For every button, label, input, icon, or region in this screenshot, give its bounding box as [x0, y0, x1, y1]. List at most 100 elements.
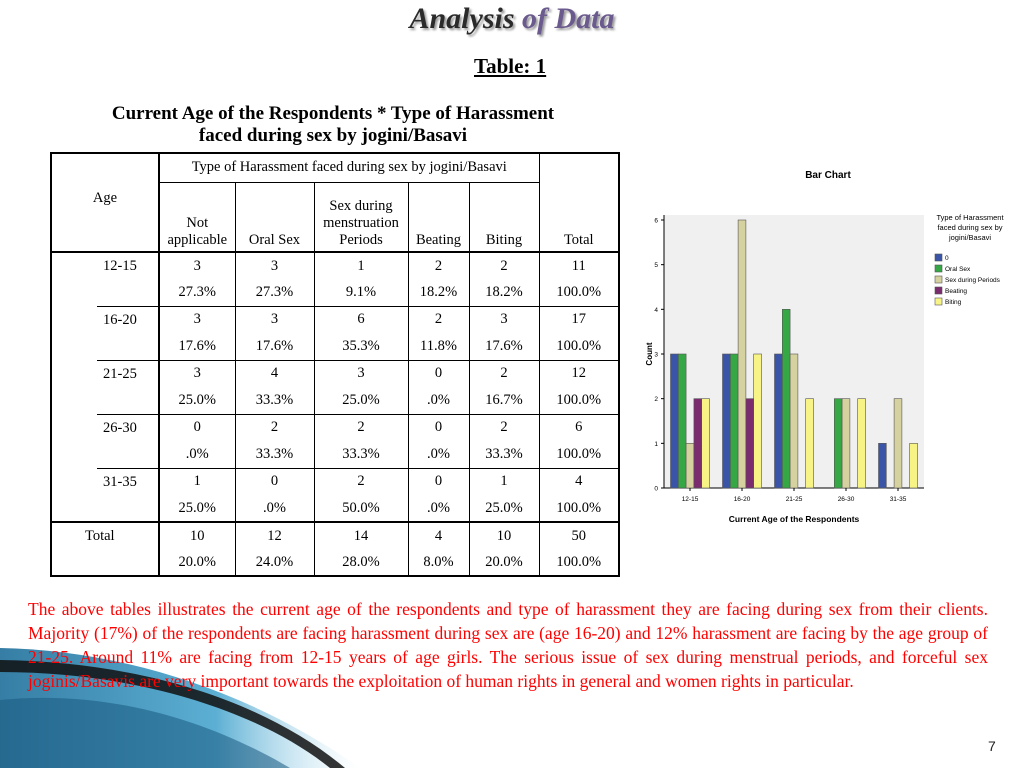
count-cell-total: 6	[575, 419, 583, 436]
col-header-not-applicable: Not applicable	[159, 182, 236, 253]
percent-cell-beating: .0%	[408, 441, 470, 469]
percent-cell-not-applicable: 20.0%	[159, 549, 236, 576]
bar	[737, 219, 747, 489]
bar	[701, 398, 710, 489]
legend-swatch	[934, 264, 943, 273]
slide-title: Analysis of Data	[0, 2, 1024, 36]
count-cell-total: 50	[539, 521, 619, 549]
count-cell-beating: 0	[408, 414, 470, 441]
count-cell-beating: 0	[408, 468, 470, 495]
col-header-total: Total	[539, 153, 619, 253]
table-row-total-percent: 20.0% 24.0% 28.0% 8.0% 20.0% 100.0%	[51, 549, 619, 576]
percent-cell-not-applicable: .0%	[159, 441, 236, 469]
percent-cell-sex-during-periods: 28.0%	[314, 549, 409, 576]
col-header-biting: Biting	[469, 182, 540, 253]
percent-cell-biting: 25.0%	[469, 495, 540, 523]
table-row-total-count: Total 10 12 14 4 10 50	[51, 521, 619, 576]
percent-cell-sex-during-periods: 25.0%	[314, 387, 409, 415]
percent-cell-biting: 20.0%	[469, 549, 540, 576]
count-cell-oral-sex: 0	[235, 468, 315, 495]
percent-cell-total: 100.0%	[556, 553, 602, 570]
bar	[685, 443, 695, 489]
percent-cell-not-applicable: 25.0%	[159, 387, 236, 415]
table-row-count: 26-30 0 2 2 0 2 6	[51, 414, 619, 469]
percent-cell-beating: 18.2%	[408, 279, 470, 307]
crosstab-table: Age Type of Harassment faced during sex …	[50, 152, 620, 577]
count-cell-not-applicable: 3	[159, 360, 236, 387]
age-header: Age	[51, 153, 160, 253]
x-tick-label: 21-25	[786, 496, 803, 503]
bar	[789, 353, 799, 489]
table-caption-line1: Current Age of the Respondents * Type of…	[111, 103, 555, 124]
slide-number: 7	[988, 738, 996, 754]
legend-title-line: Type of Harassment	[936, 213, 1004, 222]
percent-cell-not-applicable: 17.6%	[159, 333, 236, 361]
x-tick-label: 26-30	[838, 496, 855, 503]
bar	[745, 398, 755, 489]
y-tick-label: 4	[654, 307, 658, 314]
count-cell-total: 17	[571, 311, 587, 328]
count-cell-not-applicable: 3	[159, 252, 236, 279]
count-cell-sex-during-periods: 14	[314, 521, 409, 549]
table-row-percent: 25.0% 33.3% 25.0% .0% 16.7% 100.0%	[51, 387, 619, 415]
percent-cell-total: 100.0%	[539, 333, 619, 361]
count-cell-sex-during-periods: 3	[314, 360, 409, 387]
age-group-label: 21-25	[97, 360, 160, 415]
row-indent	[51, 414, 97, 468]
bar	[857, 398, 866, 489]
count-cell-not-applicable: 1	[159, 468, 236, 495]
harassment-type-header: Type of Harassment faced during sex by j…	[159, 153, 540, 183]
age-group-label: 26-30	[97, 414, 160, 469]
chart-title: Bar Chart	[805, 170, 851, 181]
table-row-percent: 17.6% 17.6% 35.3% 11.8% 17.6% 100.0%	[51, 333, 619, 361]
percent-cell-beating: 8.0%	[408, 549, 470, 576]
y-tick-label: 5	[654, 262, 658, 269]
percent-cell-sex-during-periods: 35.3%	[314, 333, 409, 361]
percent-cell-oral-sex: 24.0%	[235, 549, 315, 576]
percent-cell-biting: 33.3%	[469, 441, 540, 469]
x-tick-label: 31-35	[890, 496, 907, 503]
bar	[677, 353, 687, 489]
percent-cell-sex-during-periods: 33.3%	[314, 441, 409, 469]
count-cell-total: 12	[571, 365, 587, 382]
table-caption-line2: faced during sex by jogini/Basavi	[198, 125, 468, 146]
percent-cell-total: 100.0%	[539, 387, 619, 415]
legend-swatch	[934, 275, 943, 284]
bar	[722, 353, 731, 489]
count-cell-oral-sex: 3	[235, 306, 315, 333]
percent-cell-beating: .0%	[408, 387, 470, 415]
count-cell-biting: 10	[469, 521, 540, 549]
age-group-label: 16-20	[97, 306, 160, 361]
title-word-of-data: of Data	[522, 2, 615, 35]
total-label: Total	[51, 521, 160, 576]
percent-cell-biting: 17.6%	[469, 333, 540, 361]
bar	[893, 398, 903, 489]
y-tick-label: 0	[654, 486, 658, 493]
percent-cell-beating: 11.8%	[408, 333, 470, 361]
count-cell-beating: 0	[408, 360, 470, 387]
col-header-sex-during-periods: Sex during menstruation Periods	[314, 182, 409, 253]
y-tick-label: 2	[654, 396, 658, 403]
legend-swatch	[934, 253, 943, 262]
percent-cell-biting: 16.7%	[469, 387, 540, 415]
percent-cell-oral-sex: 33.3%	[235, 387, 315, 415]
percent-cell-sex-during-periods: 50.0%	[314, 495, 409, 523]
percent-cell-not-applicable: 25.0%	[159, 495, 236, 523]
bar	[693, 398, 703, 489]
bar-chart: Bar Chart 0 1 2 3 4 5 6 Count 12-15 16-20 21-25 26-3…	[645, 170, 1004, 524]
count-cell-biting: 2	[469, 360, 540, 387]
bar	[670, 353, 679, 489]
table-label: Table: 1	[474, 54, 547, 78]
percent-cell-oral-sex: 27.3%	[235, 279, 315, 307]
percent-cell-oral-sex: 17.6%	[235, 333, 315, 361]
x-tick-label: 16-20	[734, 496, 751, 503]
count-cell-oral-sex: 2	[235, 414, 315, 441]
percent-cell-not-applicable: 27.3%	[159, 279, 236, 307]
bar	[782, 309, 791, 489]
count-cell-biting: 3	[469, 306, 540, 333]
age-group-label: 12-15	[97, 252, 160, 307]
count-cell-total: 4	[575, 473, 583, 490]
col-header-oral-sex: Oral Sex	[235, 182, 315, 253]
percent-cell-sex-during-periods: 9.1%	[314, 279, 409, 307]
table-row-count: 31-35 1 0 2 0 1 4	[51, 468, 619, 523]
